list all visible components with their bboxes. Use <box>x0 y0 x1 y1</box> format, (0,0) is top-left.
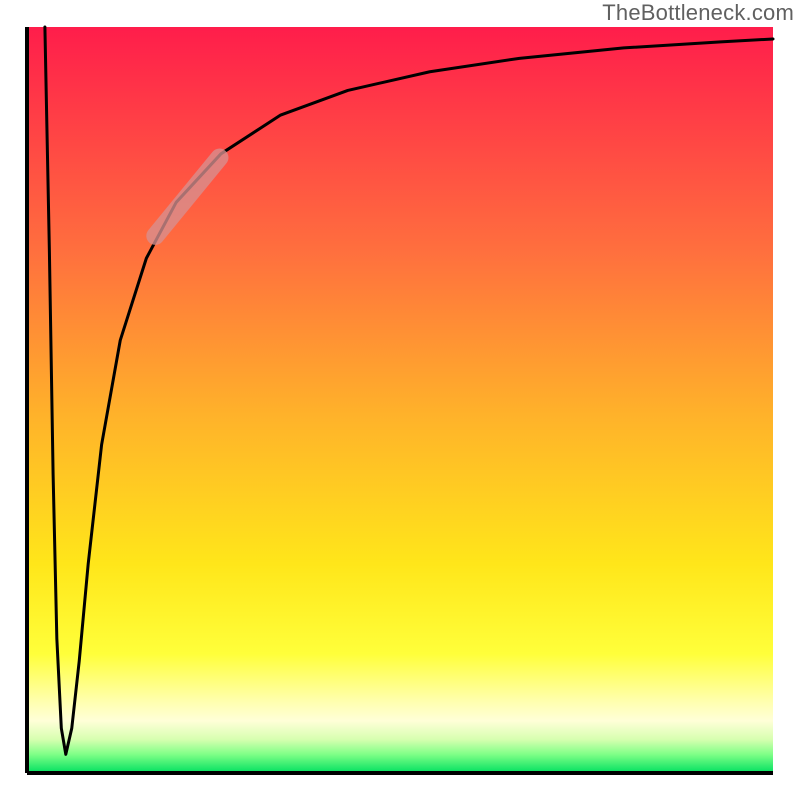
bottleneck-chart <box>0 0 800 800</box>
plot-background <box>27 27 773 773</box>
chart-container: TheBottleneck.com <box>0 0 800 800</box>
attribution-text: TheBottleneck.com <box>602 0 794 26</box>
